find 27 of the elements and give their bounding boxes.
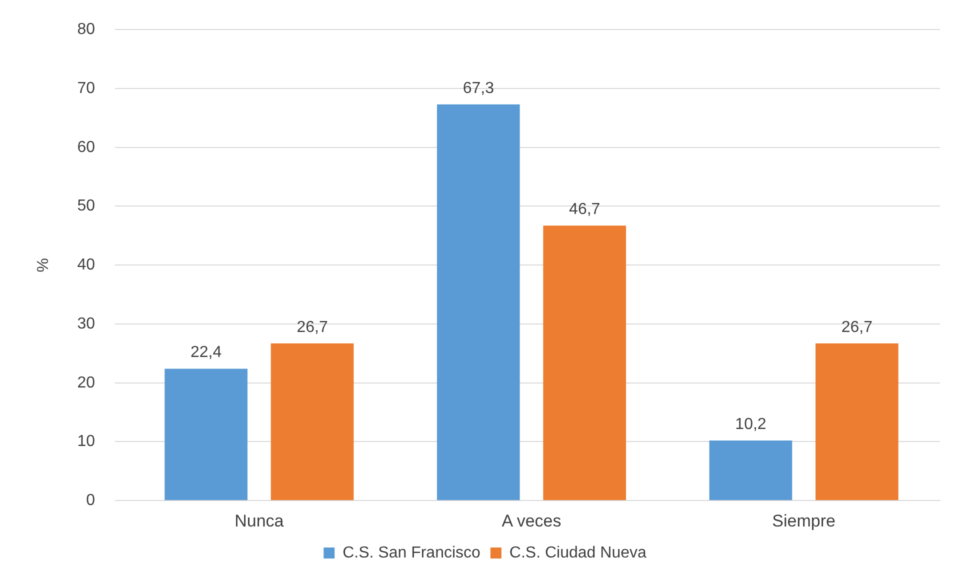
legend-label: C.S. San Francisco [342,544,481,562]
bar [543,226,626,500]
y-tick-label: 50 [77,198,96,215]
y-axis-title: % [35,258,52,272]
data-label: 22,4 [190,344,222,362]
bar [164,368,248,500]
bar [816,343,898,500]
bar [436,104,520,500]
x-tick-label: Siempre [772,511,836,530]
data-label: 26,7 [296,318,328,336]
data-label: 26,7 [841,318,873,336]
legend-label: C.S. Ciudad Nueva [509,544,646,562]
y-tick-label: 20 [77,374,96,392]
data-label: 46,7 [569,201,600,218]
bar [270,343,354,500]
y-tick-label: 80 [77,21,96,38]
y-tick-label: 0 [86,492,96,510]
y-tick-label: 60 [77,138,96,156]
x-tick-label: Nunca [234,511,284,530]
x-tick-label: A veces [502,511,562,530]
data-label: 10,2 [735,416,766,433]
y-tick-label: 40 [77,256,96,274]
bar [709,440,792,500]
y-tick-label: 30 [77,315,96,332]
y-tick-label: 70 [77,80,96,97]
y-tick-label: 10 [77,433,96,450]
data-label: 67,3 [462,80,494,97]
